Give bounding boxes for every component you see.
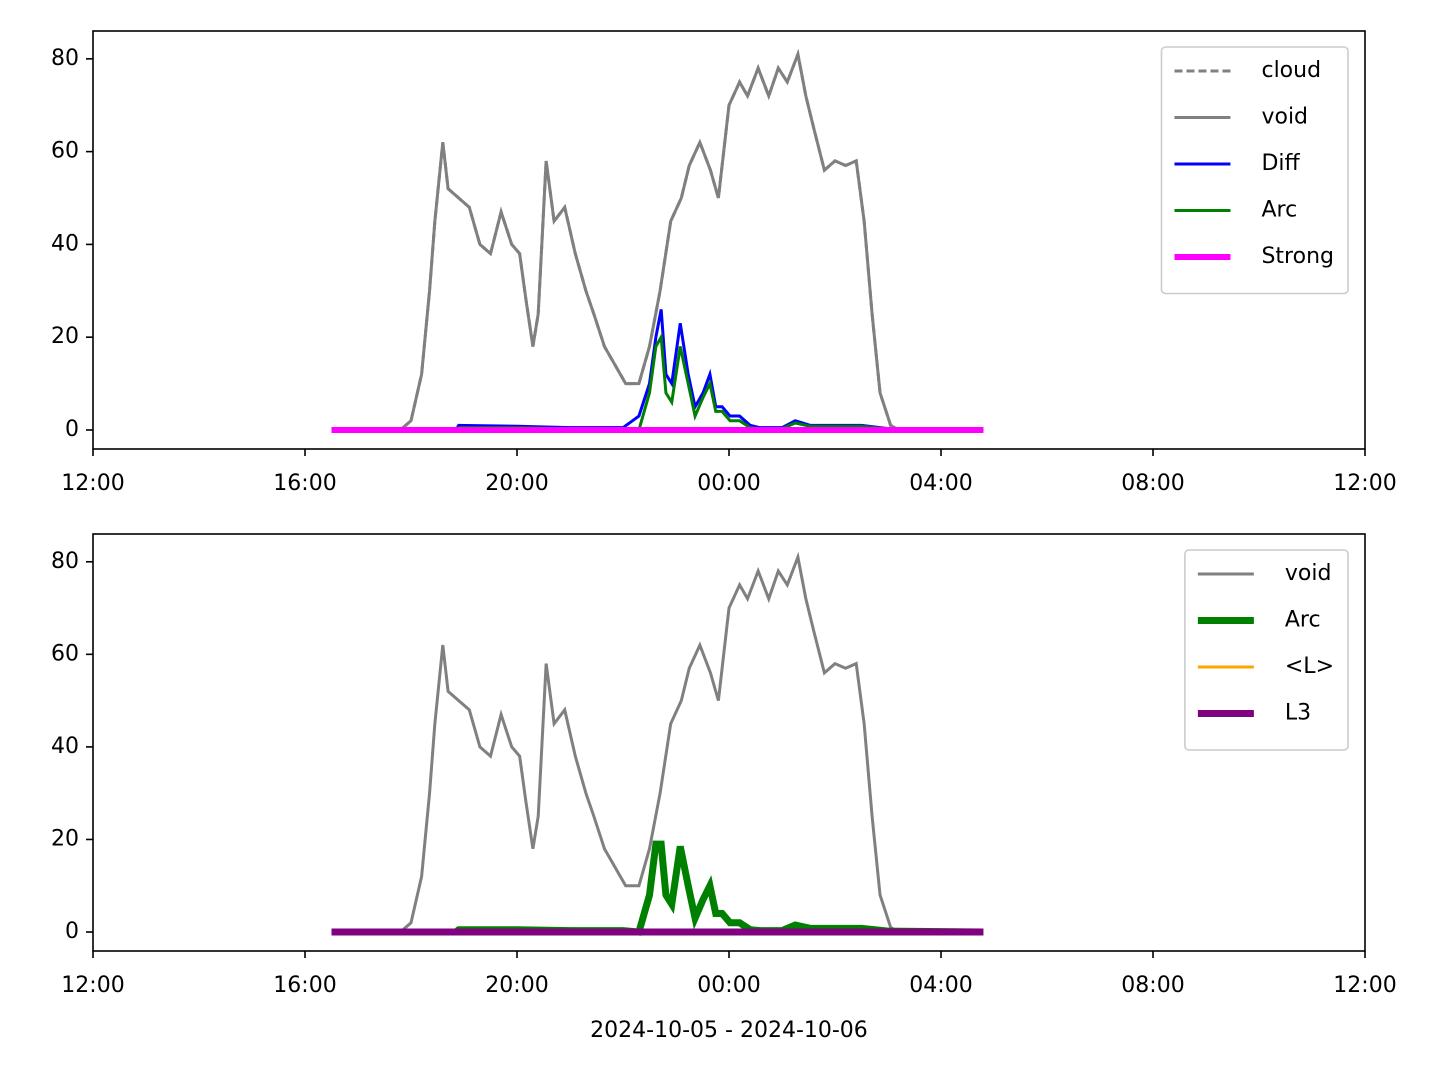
subplot: 0 20 40 60 80 12:00 16:00 20:00 00:00 04:00 08:00 1… xyxy=(51,533,1397,1043)
legend: void Arc <L> L3 xyxy=(1184,549,1349,751)
y-tick-label: 20 xyxy=(51,324,79,349)
x-tick-label: 20:00 xyxy=(485,973,548,998)
series-line xyxy=(331,48,984,432)
x-tick-label: 04:00 xyxy=(909,471,972,496)
subplot: 0 20 40 60 80 12:00 16:00 20:00 00:00 04:00 08:00 1… xyxy=(51,30,1397,496)
x-axis-label: 2024-10-05 - 2024-10-06 xyxy=(590,1018,868,1043)
x-tick-label: 12:00 xyxy=(61,973,124,998)
x-tick-label: 08:00 xyxy=(1121,973,1184,998)
y-tick-label: 40 xyxy=(51,734,79,759)
legend-label: Strong xyxy=(1261,244,1334,269)
y-tick-label: 0 xyxy=(65,919,79,944)
x-tick-label: 20:00 xyxy=(485,471,548,496)
x-tick-label: 00:00 xyxy=(697,973,760,998)
y-tick-label: 60 xyxy=(51,641,79,666)
series-line xyxy=(331,551,984,934)
series-line xyxy=(331,48,984,432)
legend-frame xyxy=(1184,549,1349,751)
legend-label: Arc xyxy=(1285,608,1321,633)
legend-label: void xyxy=(1285,561,1332,586)
x-tick-label: 12:00 xyxy=(61,471,124,496)
series-line xyxy=(331,332,984,432)
x-tick-label: 08:00 xyxy=(1121,471,1184,496)
x-tick-label: 16:00 xyxy=(273,973,336,998)
legend-label: void xyxy=(1261,105,1308,130)
legend-label: cloud xyxy=(1261,58,1321,83)
legend-label: Diff xyxy=(1261,151,1300,176)
y-tick-label: 20 xyxy=(51,826,79,851)
y-tick-label: 0 xyxy=(65,417,79,442)
x-tick-label: 16:00 xyxy=(273,471,336,496)
legend-label: L3 xyxy=(1285,701,1311,726)
legend: cloud void Diff Arc Strong xyxy=(1160,46,1349,295)
series-line xyxy=(331,840,984,936)
x-tick-label: 00:00 xyxy=(697,471,760,496)
legend-frame xyxy=(1160,46,1349,295)
axes-frame xyxy=(92,533,1366,952)
x-tick-label: 04:00 xyxy=(909,973,972,998)
legend-label: Arc xyxy=(1261,198,1297,223)
y-tick-label: 80 xyxy=(51,549,79,574)
legend-label: <L> xyxy=(1285,654,1334,679)
x-tick-label: 12:00 xyxy=(1333,471,1396,496)
y-tick-label: 60 xyxy=(51,139,79,164)
x-tick-label: 12:00 xyxy=(1333,973,1396,998)
y-tick-label: 40 xyxy=(51,231,79,256)
y-tick-label: 80 xyxy=(51,46,79,71)
